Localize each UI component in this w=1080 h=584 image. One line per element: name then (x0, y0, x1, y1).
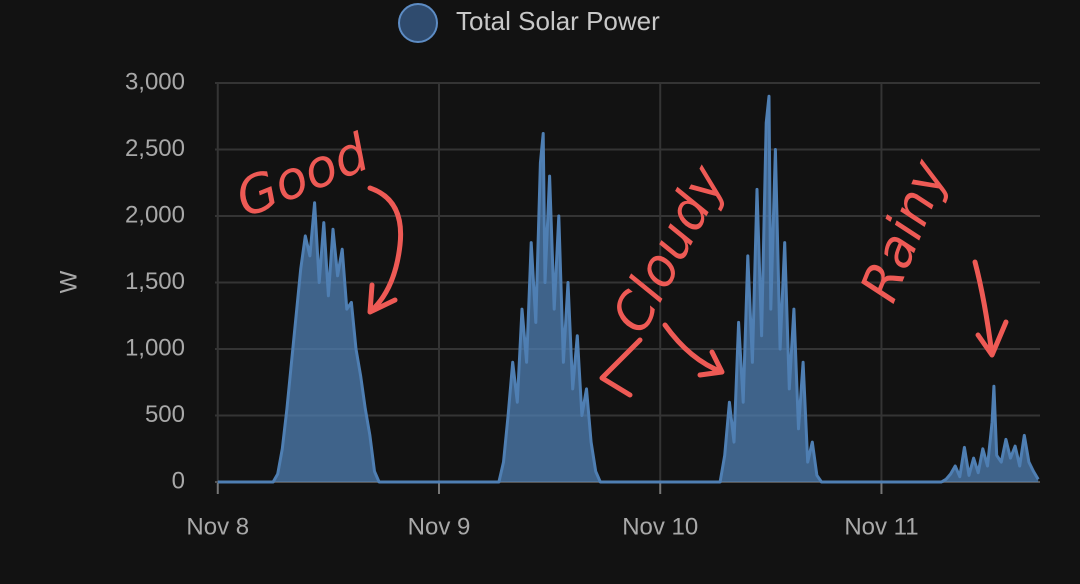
x-tick-label: Nov 11 (844, 513, 918, 540)
y-tick-label: 2,000 (125, 201, 185, 228)
annotation-arrow (599, 337, 643, 398)
x-tick-label: Nov 8 (186, 513, 249, 540)
legend-label[interactable]: Total Solar Power (456, 6, 660, 36)
y-tick-label: 0 (172, 467, 185, 494)
y-tick-label: 1,000 (125, 334, 185, 361)
line (217, 94, 1040, 484)
annotation-arrow (662, 322, 725, 378)
y-axis-label: W (55, 270, 82, 293)
x-tick-label: Nov 9 (408, 513, 471, 540)
y-tick-label: 1,500 (125, 268, 185, 295)
y-tick-label: 500 (145, 401, 185, 428)
area (217, 96, 1039, 483)
annotation-arrow (972, 259, 1009, 358)
x-tick-label: Nov 10 (622, 513, 698, 540)
y-tick-label: 2,500 (125, 135, 185, 162)
y-tick-label: 3,000 (125, 68, 185, 95)
legend-marker[interactable] (398, 3, 438, 43)
annotation-arrow (367, 185, 404, 315)
